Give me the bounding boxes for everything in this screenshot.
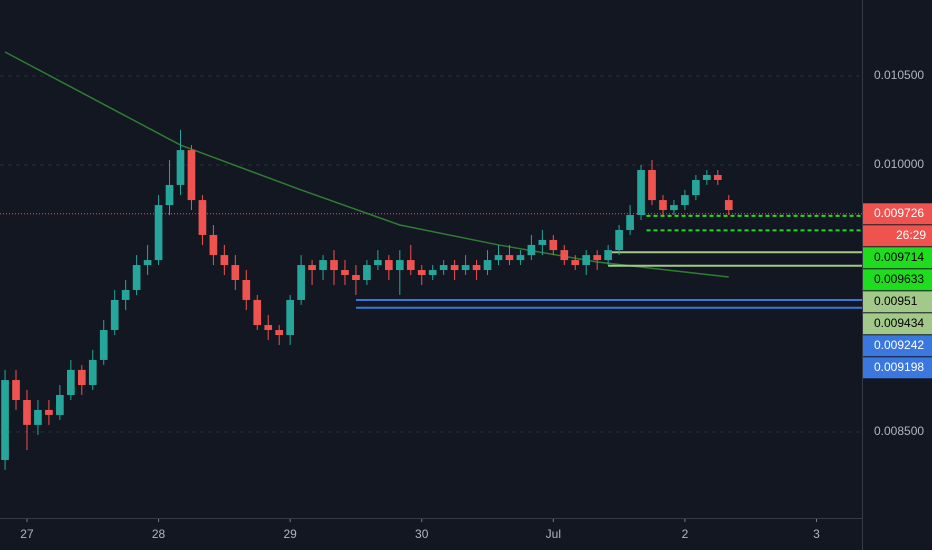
level-label-bg xyxy=(863,313,932,335)
candle-body xyxy=(374,260,382,266)
candle-body xyxy=(99,330,108,360)
candle-body xyxy=(516,255,525,261)
candle-body xyxy=(34,409,42,425)
x-tick-label: 30 xyxy=(415,527,429,541)
candle-body xyxy=(648,169,656,201)
candle-body xyxy=(209,234,218,256)
candle-body xyxy=(121,289,130,300)
candle-body xyxy=(681,195,689,206)
candle-body xyxy=(505,255,514,261)
candle-body xyxy=(626,215,634,230)
candle-body xyxy=(264,325,273,331)
level-label: 0.009434 xyxy=(874,316,924,330)
candle-body xyxy=(702,174,711,180)
candle-body xyxy=(319,260,327,271)
countdown-label: 26:29 xyxy=(896,228,926,242)
candle-body xyxy=(220,255,229,266)
candle-body xyxy=(187,150,196,201)
candle-body xyxy=(461,265,470,271)
level-label-bg xyxy=(863,247,932,269)
candle-body xyxy=(604,250,612,261)
x-tick-label: Jul xyxy=(546,527,561,541)
level-label-bg xyxy=(863,291,932,313)
candle-body xyxy=(286,299,294,336)
candle-body xyxy=(659,200,667,211)
level-label: 0.009714 xyxy=(874,250,924,264)
candle-body xyxy=(549,239,558,251)
candle-body xyxy=(428,270,437,276)
candle-body xyxy=(88,359,97,386)
level-label-bg xyxy=(863,269,932,291)
candle-body xyxy=(1,380,9,460)
x-tick-label: 28 xyxy=(152,527,166,541)
candle-body xyxy=(165,184,174,206)
y-tick-label: 0.008500 xyxy=(874,424,924,438)
candle-body xyxy=(198,200,207,235)
x-tick-label: 29 xyxy=(283,527,297,541)
candle-body xyxy=(297,265,305,300)
x-tick-label: 27 xyxy=(20,527,34,541)
level-label-bg xyxy=(863,335,932,357)
candle-body xyxy=(494,255,503,261)
candle-body xyxy=(56,394,64,415)
candle-body xyxy=(253,299,262,326)
y-tick-label: 0.010000 xyxy=(874,157,924,171)
candle-body xyxy=(12,380,20,400)
candle-body xyxy=(77,369,86,386)
x-tick-label: 3 xyxy=(813,527,820,541)
candle-body xyxy=(143,260,152,266)
candle-body xyxy=(363,265,371,281)
candle-body xyxy=(637,169,645,216)
candle-body xyxy=(23,399,31,425)
candle-body xyxy=(527,244,536,256)
last-price-label-bg xyxy=(863,203,932,225)
candle-body xyxy=(670,205,678,211)
candle-body xyxy=(66,369,75,395)
candle-body xyxy=(395,260,404,271)
candle-body xyxy=(176,150,185,185)
candle-body xyxy=(538,239,547,245)
countdown-label-bg xyxy=(863,225,932,247)
candle-body xyxy=(724,200,733,211)
candle-body xyxy=(560,250,569,261)
candle-body xyxy=(582,255,591,266)
candle-body xyxy=(692,179,700,196)
candle-body xyxy=(242,280,251,300)
candle-body xyxy=(406,260,415,271)
candle-body xyxy=(417,270,426,276)
candle-body xyxy=(615,229,623,251)
candle-body xyxy=(483,260,492,271)
candle-body xyxy=(341,270,349,276)
candle-body xyxy=(450,265,459,271)
candle-body xyxy=(593,255,602,261)
candle-body xyxy=(45,409,53,415)
level-label: 0.009198 xyxy=(874,360,924,374)
y-tick-label: 0.010500 xyxy=(874,68,924,82)
candle-body xyxy=(439,265,448,271)
candle-body xyxy=(308,265,316,271)
candle-body xyxy=(384,260,393,271)
x-tick-label: 2 xyxy=(682,527,689,541)
candle-body xyxy=(132,265,141,290)
candle-body xyxy=(352,275,360,281)
level-label: 0.009633 xyxy=(874,272,924,286)
candle-body xyxy=(713,174,722,180)
level-label: 0.00951 xyxy=(874,294,918,308)
candle-body xyxy=(275,330,284,336)
level-label: 0.009242 xyxy=(874,338,924,352)
level-label-bg xyxy=(863,357,932,379)
candle-body xyxy=(154,205,163,261)
candle-body xyxy=(472,265,481,271)
candle-body xyxy=(571,260,580,266)
candle-body xyxy=(231,265,240,281)
candle-body xyxy=(110,299,119,331)
candle-body xyxy=(330,260,338,271)
last-price-label: 0.009726 xyxy=(874,206,924,220)
